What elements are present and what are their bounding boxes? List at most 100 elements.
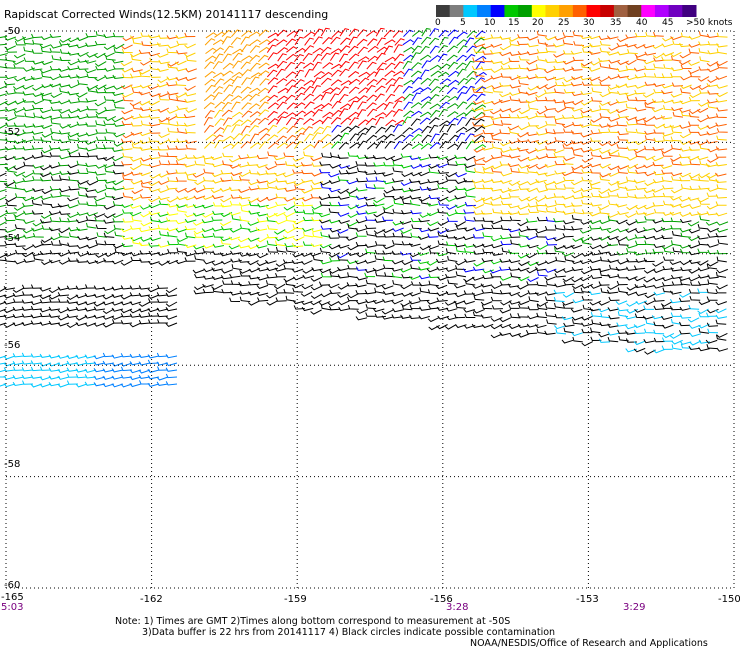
wind-barb [679, 59, 691, 66]
wind-barb [319, 201, 331, 206]
wind-barb [428, 117, 440, 125]
wind-barb [139, 84, 152, 89]
wind-barb [697, 101, 710, 107]
wind-barb [606, 123, 619, 128]
wind-barb [32, 93, 45, 97]
wind-barb [374, 85, 386, 93]
wind-barb [508, 57, 520, 63]
wind-barb [508, 36, 520, 42]
wind-barb [40, 241, 52, 246]
legend-swatch [463, 5, 478, 17]
wind-barb [571, 252, 583, 259]
wind-barb [679, 108, 691, 113]
wind-barb [535, 73, 547, 79]
wind-barb [283, 205, 296, 211]
wind-barb [222, 280, 233, 285]
wind-barb [285, 295, 296, 302]
wind-barb [690, 281, 701, 286]
wind-barb [571, 107, 583, 112]
wind-barb [680, 75, 693, 81]
wind-barb [121, 48, 133, 54]
wind-barb [358, 71, 370, 78]
wind-barb [402, 39, 414, 46]
wind-barb [338, 195, 350, 200]
wind-barb [0, 117, 8, 119]
wind-barb [30, 305, 43, 311]
wind-barb [561, 316, 574, 321]
wind-barb [21, 138, 34, 143]
wind-barb [176, 160, 187, 166]
wind-barb [465, 118, 475, 127]
wind-barb [103, 219, 115, 224]
wind-barb [57, 368, 70, 374]
wind-barb [12, 366, 25, 371]
wind-barb [599, 81, 611, 86]
wind-barb [103, 164, 115, 169]
wind-barb [140, 182, 152, 189]
wind-barb [679, 212, 692, 217]
wind-barb [175, 67, 188, 72]
wind-barb [303, 110, 315, 117]
wind-barb [528, 296, 539, 303]
wind-barb [57, 354, 70, 359]
wind-barb [589, 219, 602, 225]
wind-barb [474, 184, 485, 190]
wind-barb [85, 216, 97, 222]
wind-barb [259, 95, 271, 103]
wind-barb [14, 111, 25, 117]
wind-barb [376, 37, 386, 46]
wind-barb [617, 135, 629, 141]
wind-barb [158, 172, 170, 178]
wind-barb [291, 242, 304, 248]
wind-barb [518, 243, 530, 248]
wind-barb [644, 292, 657, 299]
wind-barb [293, 29, 303, 38]
wind-barb [184, 98, 196, 103]
wind-barb [536, 244, 549, 250]
wind-barb [463, 290, 475, 295]
wind-barb [111, 156, 124, 162]
wind-barb [607, 88, 619, 94]
wind-barb [185, 232, 196, 239]
wind-barb [680, 232, 692, 238]
wind-barb [381, 285, 394, 290]
wind-barb [166, 76, 179, 81]
wind-barb [445, 248, 457, 255]
wind-barb [111, 315, 124, 320]
wind-barb [393, 70, 405, 77]
wind-barb [581, 295, 593, 301]
wind-barb [3, 308, 16, 314]
wind-barb [185, 154, 197, 159]
wind-barb [544, 84, 557, 90]
wind-barb [384, 124, 395, 133]
wind-barb [706, 344, 718, 350]
wind-barb [365, 85, 376, 94]
wind-barb [48, 320, 61, 325]
wind-barb [238, 188, 250, 193]
wind-barb [527, 244, 539, 249]
wind-barb [129, 361, 142, 366]
wind-barb [715, 178, 727, 184]
wind-barb [292, 283, 304, 289]
wind-barb [167, 44, 180, 49]
wind-barb [301, 284, 314, 290]
wind-barb [130, 252, 143, 257]
wind-barb [626, 285, 639, 291]
wind-barb [698, 185, 710, 190]
wind-barb [715, 194, 727, 199]
wind-barb [698, 172, 710, 179]
wind-barb [31, 145, 43, 150]
wind-barb [318, 196, 331, 201]
wind-barb [634, 165, 646, 170]
wind-barb [687, 317, 700, 323]
wind-barb [85, 132, 98, 137]
wind-barb [331, 134, 343, 142]
wind-barb [634, 117, 647, 122]
wind-barb [498, 99, 511, 104]
wind-barb [508, 228, 520, 233]
wind-barb [670, 217, 682, 223]
wind-barb [122, 152, 133, 159]
wind-barb [671, 66, 683, 72]
wind-barb [581, 283, 593, 289]
wind-barb [13, 88, 25, 94]
